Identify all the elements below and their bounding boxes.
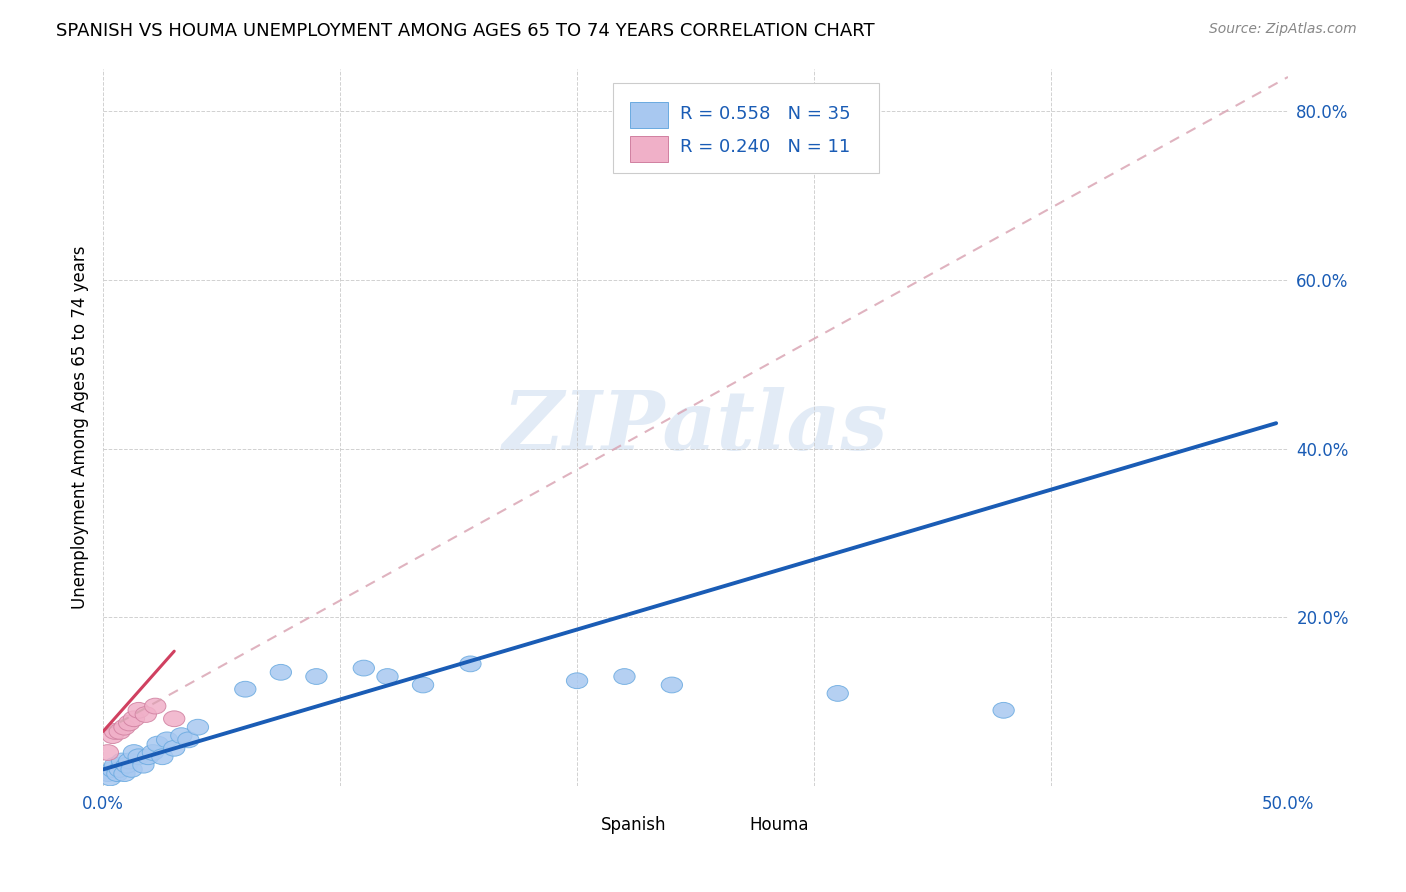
Ellipse shape	[156, 732, 177, 747]
FancyBboxPatch shape	[630, 136, 668, 161]
FancyBboxPatch shape	[630, 103, 668, 128]
Text: R = 0.240   N = 11: R = 0.240 N = 11	[681, 138, 851, 156]
Ellipse shape	[124, 711, 145, 727]
Ellipse shape	[104, 723, 125, 739]
Ellipse shape	[114, 765, 135, 781]
Ellipse shape	[97, 765, 118, 781]
Ellipse shape	[270, 665, 291, 681]
FancyBboxPatch shape	[707, 816, 741, 834]
Ellipse shape	[107, 765, 128, 781]
Ellipse shape	[97, 745, 118, 760]
Ellipse shape	[121, 762, 142, 777]
Ellipse shape	[114, 719, 135, 735]
Ellipse shape	[163, 740, 184, 756]
Text: Source: ZipAtlas.com: Source: ZipAtlas.com	[1209, 22, 1357, 37]
Ellipse shape	[110, 723, 131, 739]
Ellipse shape	[993, 702, 1014, 718]
Ellipse shape	[142, 745, 163, 760]
FancyBboxPatch shape	[613, 83, 879, 172]
Ellipse shape	[117, 757, 138, 773]
Ellipse shape	[187, 719, 208, 735]
Ellipse shape	[111, 753, 132, 769]
Ellipse shape	[412, 677, 433, 693]
Ellipse shape	[124, 745, 145, 760]
Text: Spanish: Spanish	[600, 816, 666, 834]
Ellipse shape	[377, 669, 398, 684]
Ellipse shape	[567, 673, 588, 689]
Text: SPANISH VS HOUMA UNEMPLOYMENT AMONG AGES 65 TO 74 YEARS CORRELATION CHART: SPANISH VS HOUMA UNEMPLOYMENT AMONG AGES…	[56, 22, 875, 40]
Ellipse shape	[305, 669, 328, 684]
Ellipse shape	[132, 757, 155, 773]
Ellipse shape	[353, 660, 374, 676]
Ellipse shape	[614, 669, 636, 684]
Ellipse shape	[128, 702, 149, 718]
Ellipse shape	[135, 706, 156, 723]
Ellipse shape	[148, 736, 169, 752]
Ellipse shape	[235, 681, 256, 697]
Text: ZIPatlas: ZIPatlas	[503, 387, 889, 467]
Ellipse shape	[128, 749, 149, 764]
Ellipse shape	[145, 698, 166, 714]
Ellipse shape	[827, 686, 848, 701]
Ellipse shape	[170, 728, 193, 744]
Text: R = 0.558   N = 35: R = 0.558 N = 35	[681, 104, 851, 123]
Ellipse shape	[138, 749, 159, 764]
Ellipse shape	[118, 753, 139, 769]
Y-axis label: Unemployment Among Ages 65 to 74 years: Unemployment Among Ages 65 to 74 years	[72, 245, 89, 609]
Ellipse shape	[460, 656, 481, 672]
Ellipse shape	[118, 715, 139, 731]
Ellipse shape	[152, 749, 173, 764]
Ellipse shape	[110, 762, 131, 777]
FancyBboxPatch shape	[560, 816, 592, 834]
Ellipse shape	[661, 677, 682, 693]
Ellipse shape	[163, 711, 184, 727]
Ellipse shape	[104, 757, 125, 773]
Text: Houma: Houma	[749, 816, 808, 834]
Ellipse shape	[103, 728, 124, 744]
Ellipse shape	[177, 732, 200, 747]
Ellipse shape	[100, 770, 121, 786]
Ellipse shape	[103, 762, 124, 777]
